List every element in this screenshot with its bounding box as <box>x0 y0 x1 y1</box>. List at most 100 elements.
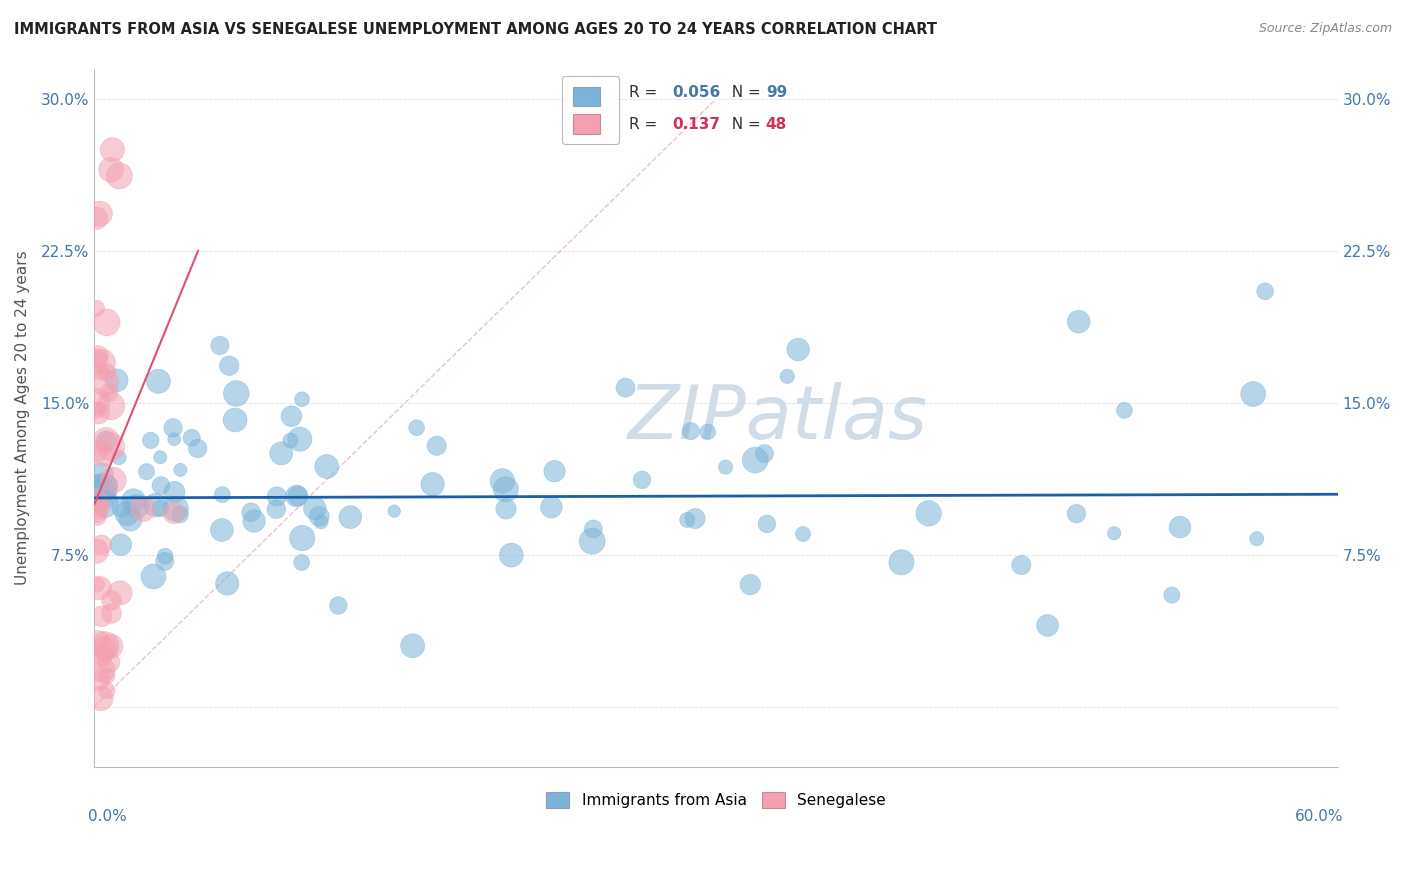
Point <box>614 381 637 395</box>
Point <box>792 527 814 541</box>
Point <box>98 385 121 400</box>
Point <box>94 497 117 511</box>
Point <box>422 477 444 491</box>
Point <box>328 599 350 613</box>
Point <box>100 399 122 413</box>
Point <box>208 338 231 352</box>
Point <box>94 376 117 390</box>
Point <box>890 555 912 569</box>
Text: N =: N = <box>723 86 766 101</box>
Point <box>94 434 117 448</box>
Point <box>288 432 311 446</box>
Point <box>91 449 114 463</box>
Point <box>165 501 187 516</box>
Point <box>96 365 118 379</box>
Text: ZIPatlas: ZIPatlas <box>628 382 928 454</box>
Point <box>90 365 112 379</box>
Point <box>100 440 122 454</box>
Text: Source: ZipAtlas.com: Source: ZipAtlas.com <box>1258 22 1392 36</box>
Point <box>97 477 120 491</box>
Point <box>1254 285 1277 299</box>
Point <box>135 465 157 479</box>
Point <box>120 512 142 526</box>
Text: R =: R = <box>628 86 662 101</box>
Point <box>501 548 523 562</box>
Point <box>1066 507 1088 521</box>
Point <box>90 467 112 482</box>
Point <box>87 636 110 650</box>
Point <box>90 487 112 501</box>
Point <box>90 500 112 515</box>
Text: 0.0%: 0.0% <box>89 809 127 824</box>
Point <box>714 460 737 475</box>
Point <box>110 538 132 552</box>
Point <box>108 586 131 600</box>
Point <box>105 373 128 387</box>
Point <box>91 663 114 677</box>
Point <box>87 349 110 363</box>
Point <box>744 453 766 467</box>
Point <box>86 352 108 367</box>
Point <box>187 442 209 456</box>
Point <box>270 446 292 460</box>
Point <box>280 409 302 424</box>
Point <box>754 446 776 460</box>
Point <box>1010 558 1032 572</box>
Point <box>382 504 405 518</box>
Point <box>110 500 132 515</box>
Point <box>304 501 326 516</box>
Point <box>679 424 702 438</box>
Point <box>169 508 191 522</box>
Point <box>153 549 176 564</box>
Point <box>93 641 115 656</box>
Point <box>86 544 108 558</box>
Point <box>291 556 314 570</box>
Point <box>631 473 654 487</box>
Point <box>98 655 121 669</box>
Point <box>86 505 108 519</box>
Point <box>86 577 108 591</box>
Point <box>145 498 167 512</box>
Point <box>211 523 233 537</box>
Point <box>100 607 122 621</box>
Point <box>1246 532 1268 546</box>
Point <box>132 501 155 516</box>
Point <box>153 554 176 568</box>
Point <box>315 459 337 474</box>
Point <box>100 639 122 653</box>
Point <box>266 502 288 516</box>
Point <box>139 434 162 448</box>
Point <box>89 581 111 595</box>
Point <box>243 514 266 528</box>
Point <box>225 386 247 401</box>
Point <box>1160 588 1182 602</box>
Point <box>211 488 233 502</box>
Point <box>87 406 110 420</box>
Point <box>86 211 108 226</box>
Point <box>149 478 172 492</box>
Point <box>90 538 112 552</box>
Point <box>240 505 263 519</box>
Point <box>918 506 941 520</box>
Point <box>90 609 112 624</box>
Point <box>89 206 111 220</box>
Legend: Immigrants from Asia, Senegalese: Immigrants from Asia, Senegalese <box>538 784 893 815</box>
Point <box>180 431 202 445</box>
Point <box>101 143 124 157</box>
Text: 0.056: 0.056 <box>672 86 721 101</box>
Point <box>1036 618 1059 632</box>
Point <box>87 673 110 687</box>
Text: 60.0%: 60.0% <box>1295 809 1344 824</box>
Point <box>103 473 125 487</box>
Point <box>224 413 246 427</box>
Point <box>142 569 165 583</box>
Point <box>100 593 122 607</box>
Point <box>696 425 718 439</box>
Point <box>163 485 186 500</box>
Text: R =: R = <box>628 117 662 132</box>
Point <box>1241 387 1264 401</box>
Point <box>86 494 108 508</box>
Point <box>676 513 699 527</box>
Point <box>776 369 799 384</box>
Point <box>86 480 108 494</box>
